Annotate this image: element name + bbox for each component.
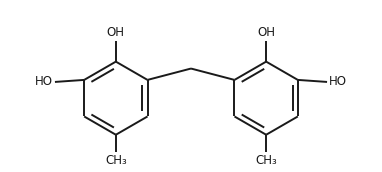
Text: OH: OH <box>107 26 125 39</box>
Text: CH₃: CH₃ <box>255 154 277 167</box>
Text: CH₃: CH₃ <box>105 154 127 167</box>
Text: OH: OH <box>257 26 275 39</box>
Text: HO: HO <box>329 76 347 88</box>
Text: HO: HO <box>35 76 53 88</box>
